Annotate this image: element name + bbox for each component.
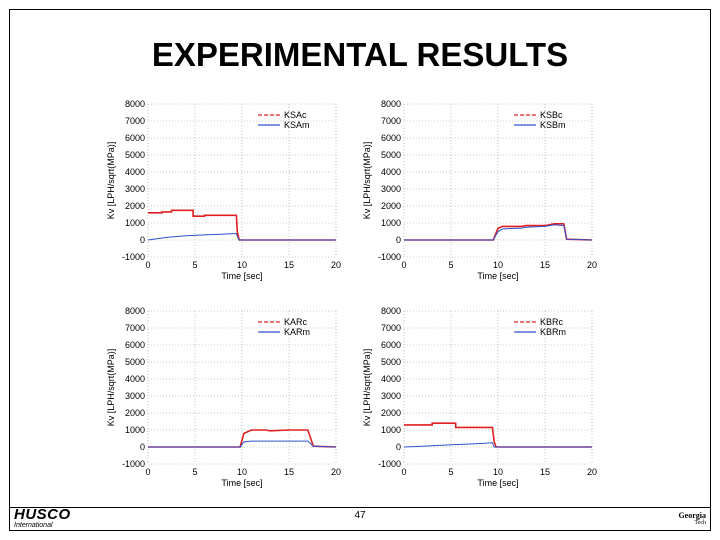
x-tick-label: 0 (145, 467, 150, 477)
x-tick-label: 10 (237, 467, 247, 477)
y-axis-label: Kv [LPH/sqrt(MPa)] (106, 142, 116, 220)
y-tick-label: 0 (396, 235, 401, 245)
y-tick-label: 5000 (381, 150, 401, 160)
series-line-ksac (148, 209, 336, 241)
y-tick-label: 5000 (125, 150, 145, 160)
y-tick-label: 7000 (381, 323, 401, 333)
y-tick-label: 2000 (125, 201, 145, 211)
y-tick-label: 8000 (125, 306, 145, 316)
y-tick-label: 0 (396, 442, 401, 452)
y-tick-label: 6000 (381, 133, 401, 143)
y-tick-label: 7000 (125, 323, 145, 333)
x-axis-label: Time [sec] (477, 271, 518, 281)
x-axis-label: Time [sec] (221, 271, 262, 281)
y-tick-label: 1000 (125, 218, 145, 228)
legend-label: KSBm (540, 120, 566, 130)
y-tick-label: 7000 (381, 116, 401, 126)
footer-divider (9, 507, 711, 508)
x-tick-label: 0 (145, 260, 150, 270)
y-tick-label: 8000 (125, 99, 145, 109)
y-tick-label: 8000 (381, 99, 401, 109)
x-tick-label: 5 (448, 467, 453, 477)
y-tick-label: -1000 (122, 459, 145, 469)
y-tick-label: 3000 (381, 391, 401, 401)
legend-label: KBRc (540, 317, 564, 327)
page-number: 47 (354, 510, 366, 521)
y-axis-label: Kv [LPH/sqrt(MPa)] (362, 349, 372, 427)
x-tick-label: 0 (401, 260, 406, 270)
husco-logo: HUSCO International (14, 506, 71, 530)
georgia-tech-logo: Georgia Tech (664, 511, 706, 527)
y-tick-label: 3000 (381, 184, 401, 194)
series-line-ksbm (404, 224, 593, 241)
y-tick-label: 1000 (381, 425, 401, 435)
x-tick-label: 20 (587, 260, 597, 270)
series-line-ksam (147, 232, 336, 241)
x-tick-label: 20 (587, 467, 597, 477)
slide-title: EXPERIMENTAL RESULTS (151, 36, 569, 73)
y-tick-label: 8000 (381, 306, 401, 316)
y-tick-label: 4000 (381, 167, 401, 177)
series-line-karm (148, 440, 337, 448)
y-tick-label: 0 (140, 442, 145, 452)
y-tick-label: 6000 (125, 133, 145, 143)
y-tick-label: -1000 (122, 252, 145, 262)
legend-label: KARm (284, 327, 310, 337)
husco-sub: International (14, 522, 53, 529)
series-line-kbrc (404, 422, 592, 448)
y-tick-label: 2000 (381, 201, 401, 211)
y-tick-label: -1000 (378, 252, 401, 262)
x-tick-label: 10 (237, 260, 247, 270)
x-axis-label: Time [sec] (477, 478, 518, 488)
y-tick-label: 1000 (381, 218, 401, 228)
y-tick-label: 6000 (125, 340, 145, 350)
y-tick-label: 4000 (381, 374, 401, 384)
series-line-kbrm (403, 442, 592, 448)
gt-line2: Tech (694, 520, 706, 526)
y-tick-label: 2000 (125, 408, 145, 418)
legend-label: KBRm (540, 327, 566, 337)
y-tick-label: 3000 (125, 184, 145, 194)
slide-border (9, 9, 711, 531)
y-tick-label: 3000 (125, 391, 145, 401)
gt-line1: Georgia (678, 511, 706, 520)
x-tick-label: 15 (540, 467, 550, 477)
x-tick-label: 15 (284, 467, 294, 477)
legend-label: KSBc (540, 110, 563, 120)
y-tick-label: 0 (140, 235, 145, 245)
y-tick-label: 4000 (125, 167, 145, 177)
x-tick-label: 0 (401, 467, 406, 477)
x-axis-label: Time [sec] (221, 478, 262, 488)
legend-label: KARc (284, 317, 308, 327)
y-tick-label: 2000 (381, 408, 401, 418)
x-tick-label: 10 (493, 260, 503, 270)
series-line-karc (148, 429, 337, 448)
x-tick-label: 20 (331, 260, 341, 270)
legend-label: KSAm (284, 120, 310, 130)
x-tick-label: 20 (331, 467, 341, 477)
y-tick-label: 1000 (125, 425, 145, 435)
y-tick-label: 6000 (381, 340, 401, 350)
x-tick-label: 10 (493, 467, 503, 477)
y-tick-label: 4000 (125, 374, 145, 384)
x-tick-label: 5 (448, 260, 453, 270)
x-tick-label: 5 (192, 467, 197, 477)
y-axis-label: Kv [LPH/sqrt(MPa)] (362, 142, 372, 220)
y-tick-label: 5000 (125, 357, 145, 367)
legend-label: KSAc (284, 110, 307, 120)
y-tick-label: 5000 (381, 357, 401, 367)
y-tick-label: 7000 (125, 116, 145, 126)
x-tick-label: 5 (192, 260, 197, 270)
y-axis-label: Kv [LPH/sqrt(MPa)] (106, 349, 116, 427)
x-tick-label: 15 (284, 260, 294, 270)
x-tick-label: 15 (540, 260, 550, 270)
y-tick-label: -1000 (378, 459, 401, 469)
husco-brand: HUSCO (14, 506, 71, 523)
